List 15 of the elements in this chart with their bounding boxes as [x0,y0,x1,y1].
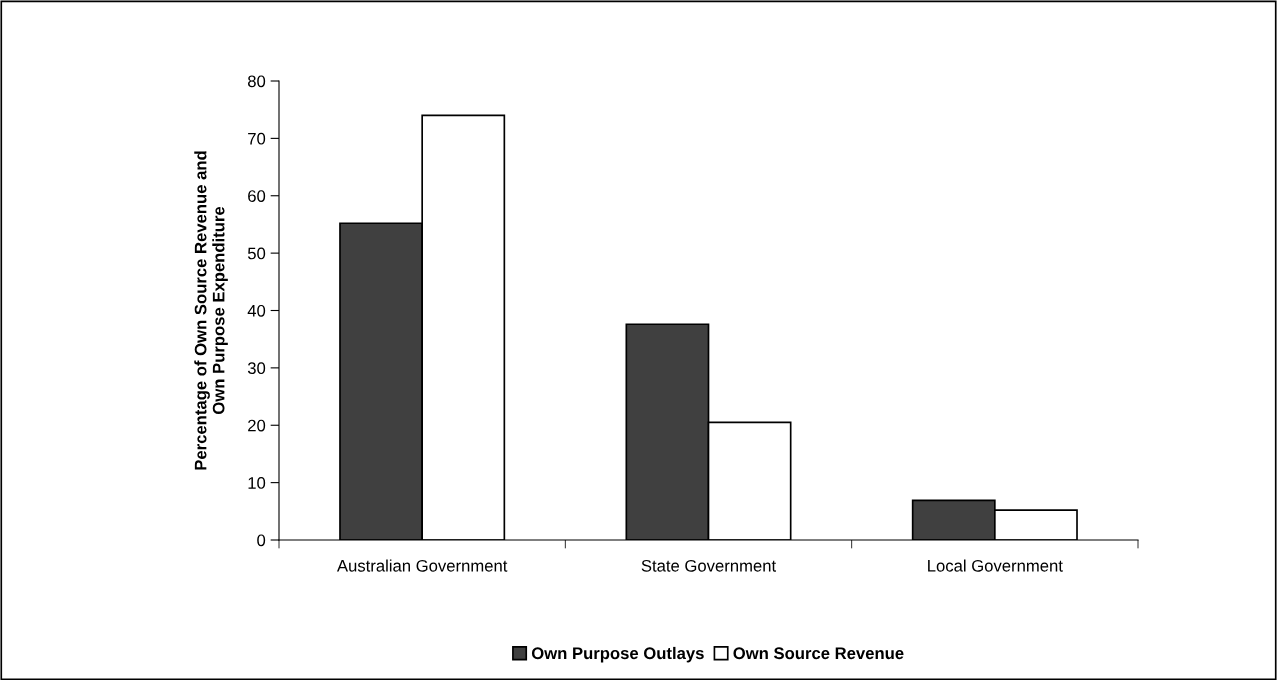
x-tick-label: Australian Government [336,559,508,572]
y-tick-label: 70 [248,132,266,145]
x-tick-label: Local Government [928,559,1063,572]
y-tick-label: 0 [257,534,266,547]
y-tick-label: 80 [247,75,266,88]
legend-label: Own Purpose Outlays [531,646,704,663]
x-tick-label: State Government [641,559,777,572]
y-tick-label: 10 [248,477,266,489]
legend-label: Own Source Revenue [733,647,904,660]
y-tick-label: 40 [247,304,266,317]
y-tick-label: 20 [248,419,266,432]
y-axis-title: Percentage of Own Source Revenue and Own Purpose Expenditure [194,151,228,470]
y-tick-label: 60 [248,190,266,202]
y-tick-label: 50 [247,247,266,260]
y-tick-label: 30 [247,362,266,375]
